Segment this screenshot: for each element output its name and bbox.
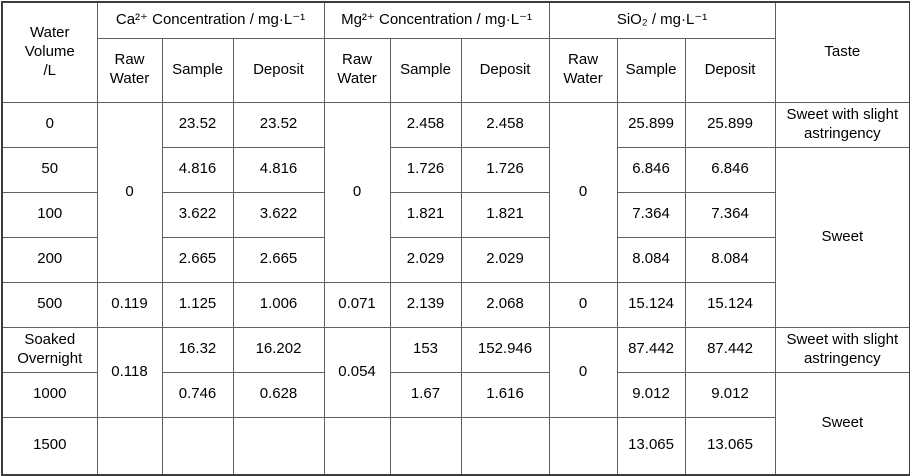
cell-taste: Sweet xyxy=(774,146,910,328)
cell-mg-sample: 1.67 xyxy=(389,371,462,418)
table-row: Soaked Overnight 0.118 16.32 16.202 0.05… xyxy=(1,326,910,418)
cell-mg-sample: 1.821 xyxy=(389,191,462,238)
cell-mg-deposit: 1.726 xyxy=(460,146,550,193)
table-row: 0 0 23.52 23.52 0 2.458 2.458 0 25.899 2… xyxy=(1,101,910,283)
table-header-row-groups: Water Volume /L Ca²⁺ Concentration / mg·… xyxy=(1,1,910,103)
cell-sio2-sample: 6.846 xyxy=(616,146,686,193)
table-header-row-subcolumns: Raw Water Sample Deposit Raw Water Sampl… xyxy=(2,37,910,103)
cell-sio2-sample: 9.012 xyxy=(616,371,686,418)
header-mg-deposit: Deposit xyxy=(460,37,550,103)
cell-volume: 0 xyxy=(1,101,98,148)
cell-mg-raw: 0 xyxy=(323,101,391,283)
header-mg-sample: Sample xyxy=(389,37,462,103)
cell-sio2-raw: 0 xyxy=(548,281,618,328)
cell-sio2-deposit: 25.899 xyxy=(684,101,776,148)
table-row: 1500 13.065 13.065 xyxy=(1,416,910,476)
cell-volume: 1000 xyxy=(1,371,98,418)
cell-mg-deposit: 2.458 xyxy=(460,101,550,148)
cell-ca-sample: 1.125 xyxy=(161,281,234,328)
cell-mg-raw: 0.054 xyxy=(323,326,391,418)
cell-ca-sample: 16.32 xyxy=(161,326,234,373)
cell-volume: Soaked Overnight xyxy=(1,326,98,373)
cell-sio2-sample: 8.084 xyxy=(616,236,686,283)
table-row: 200 2.665 2.665 2.029 2.029 8.084 8.084 xyxy=(1,236,910,283)
cell-ca-raw xyxy=(96,416,163,476)
cell-mg-sample xyxy=(389,416,462,476)
cell-ca-sample: 2.665 xyxy=(161,236,234,283)
header-ca-deposit: Deposit xyxy=(232,37,325,103)
cell-sio2-deposit: 6.846 xyxy=(684,146,776,193)
cell-ca-sample: 4.816 xyxy=(161,146,234,193)
cell-mg-deposit: 152.946 xyxy=(460,326,550,373)
cell-sio2-deposit: 87.442 xyxy=(684,326,776,373)
cell-ca-sample: 3.622 xyxy=(161,191,234,238)
cell-sio2-raw xyxy=(548,416,618,476)
cell-ca-deposit: 3.622 xyxy=(232,191,325,238)
table-row: 100 3.622 3.622 1.821 1.821 7.364 7.364 xyxy=(1,191,910,238)
cell-ca-deposit xyxy=(232,416,325,476)
cell-mg-raw xyxy=(323,416,391,476)
cell-ca-raw: 0 xyxy=(96,101,163,283)
cell-mg-deposit: 1.821 xyxy=(460,191,550,238)
cell-volume: 500 xyxy=(1,281,98,328)
table-row: 500 0.119 1.125 1.006 0.071 2.139 2.068 … xyxy=(1,281,910,328)
cell-mg-deposit: 2.029 xyxy=(460,236,550,283)
cell-mg-sample: 1.726 xyxy=(389,146,462,193)
cell-taste: Sweet with slight astringency xyxy=(774,101,910,148)
table-row: 1000 0.746 0.628 1.67 1.616 9.012 9.012 … xyxy=(1,371,910,476)
cell-volume: 1500 xyxy=(1,416,98,476)
header-taste: Taste xyxy=(774,1,910,103)
cell-ca-sample xyxy=(161,416,234,476)
cell-mg-deposit: 2.068 xyxy=(460,281,550,328)
cell-ca-raw: 0.118 xyxy=(96,326,163,418)
header-water-volume: Water Volume /L xyxy=(1,1,98,103)
cell-sio2-sample: 25.899 xyxy=(616,101,686,148)
cell-sio2-sample: 13.065 xyxy=(616,416,686,476)
table-row: 50 4.816 4.816 1.726 1.726 6.846 6.846 S… xyxy=(1,146,910,328)
header-sio2-deposit: Deposit xyxy=(684,37,776,103)
cell-mg-sample: 2.029 xyxy=(389,236,462,283)
cell-ca-deposit: 23.52 xyxy=(232,101,325,148)
cell-ca-deposit: 2.665 xyxy=(232,236,325,283)
cell-mg-deposit xyxy=(460,416,550,476)
cell-ca-sample: 0.746 xyxy=(161,371,234,418)
cell-mg-sample: 2.139 xyxy=(389,281,462,328)
header-ca-raw-water: Raw Water xyxy=(96,37,163,103)
cell-volume: 200 xyxy=(1,236,98,283)
cell-sio2-deposit: 7.364 xyxy=(684,191,776,238)
header-ca-sample: Sample xyxy=(161,37,234,103)
cell-ca-deposit: 0.628 xyxy=(232,371,325,418)
cell-sio2-sample: 87.442 xyxy=(616,326,686,373)
cell-sio2-deposit: 8.084 xyxy=(684,236,776,283)
header-ca-group: Ca²⁺ Concentration / mg·L⁻¹ xyxy=(96,1,325,39)
header-sio2-raw-water: Raw Water xyxy=(548,37,618,103)
cell-ca-sample: 23.52 xyxy=(161,101,234,148)
cell-taste: Sweet xyxy=(774,371,910,476)
cell-mg-sample: 153 xyxy=(389,326,462,373)
cell-sio2-raw: 0 xyxy=(548,326,618,418)
cell-sio2-sample: 15.124 xyxy=(616,281,686,328)
cell-sio2-raw: 0 xyxy=(548,101,618,283)
cell-sio2-deposit: 9.012 xyxy=(684,371,776,418)
cell-volume: 50 xyxy=(1,146,98,193)
cell-taste: Sweet with slight astringency xyxy=(774,326,910,373)
cell-ca-deposit: 16.202 xyxy=(232,326,325,373)
cell-mg-sample: 2.458 xyxy=(389,101,462,148)
cell-sio2-deposit: 15.124 xyxy=(684,281,776,328)
header-mg-raw-water: Raw Water xyxy=(323,37,391,103)
cell-sio2-deposit: 13.065 xyxy=(684,416,776,476)
cell-volume: 100 xyxy=(1,191,98,238)
cell-mg-deposit: 1.616 xyxy=(460,371,550,418)
cell-mg-raw: 0.071 xyxy=(323,281,391,328)
cell-ca-raw: 0.119 xyxy=(96,281,163,328)
cell-ca-deposit: 1.006 xyxy=(232,281,325,328)
header-sio2-group: SiO₂ / mg·L⁻¹ xyxy=(548,1,776,39)
header-sio2-sample: Sample xyxy=(616,37,686,103)
header-mg-group: Mg²⁺ Concentration / mg·L⁻¹ xyxy=(323,1,550,39)
cell-ca-deposit: 4.816 xyxy=(232,146,325,193)
cell-sio2-sample: 7.364 xyxy=(616,191,686,238)
